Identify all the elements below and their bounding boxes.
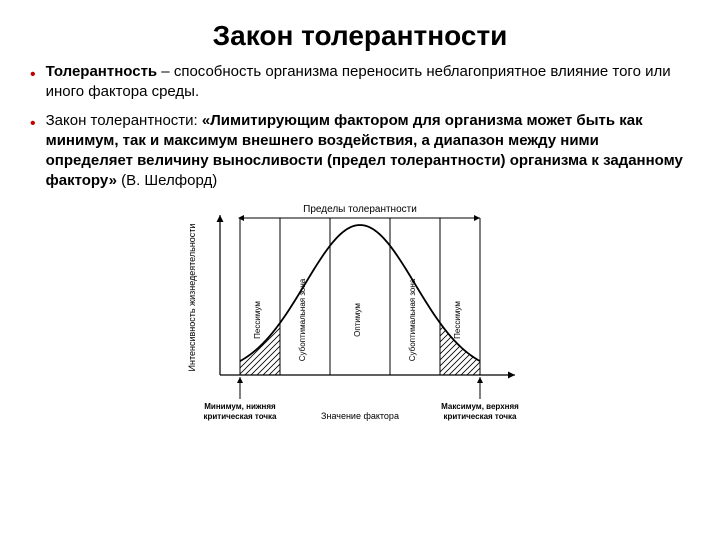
svg-text:Минимум, нижняя: Минимум, нижняя	[204, 402, 276, 411]
bullet-marker: •	[30, 64, 36, 86]
bullet-2-text: Закон толерантности: «Лимитирующим факто…	[46, 111, 690, 192]
bullet-2: • Закон толерантности: «Лимитирующим фак…	[30, 111, 690, 192]
lead: Закон толерантности:	[46, 112, 202, 129]
chart-svg: Пределы толерантности Пессимум Субоптималь…	[150, 200, 570, 430]
term: Толерантность	[46, 63, 158, 80]
svg-text:Субоптимальная зона: Субоптимальная зона	[298, 278, 307, 361]
svg-text:Значение фактора: Значение фактора	[321, 411, 399, 421]
svg-text:критическая точка: критическая точка	[203, 412, 277, 421]
svg-text:Максимум, верхняя: Максимум, верхняя	[441, 402, 519, 411]
svg-text:Пределы толерантности: Пределы толерантности	[303, 204, 417, 215]
bullet-1-text: Толерантность – способность организма пе…	[46, 62, 690, 103]
svg-text:критическая точка: критическая точка	[443, 412, 517, 421]
author: (В. Шелфорд)	[117, 172, 217, 189]
svg-text:Пессимум: Пессимум	[253, 301, 262, 339]
bullet-1: • Толерантность – способность организма …	[30, 62, 690, 103]
svg-text:Интенсивность жизнедеятельност: Интенсивность жизнедеятельности	[187, 223, 197, 371]
svg-text:Субоптимальная зона: Субоптимальная зона	[408, 278, 417, 361]
tolerance-chart: Пределы толерантности Пессимум Субоптималь…	[30, 200, 690, 430]
svg-text:Пессимум: Пессимум	[453, 301, 462, 339]
svg-text:Оптимум: Оптимум	[353, 303, 362, 337]
page-title: Закон толерантности	[30, 20, 690, 52]
bullet-marker: •	[30, 113, 36, 135]
